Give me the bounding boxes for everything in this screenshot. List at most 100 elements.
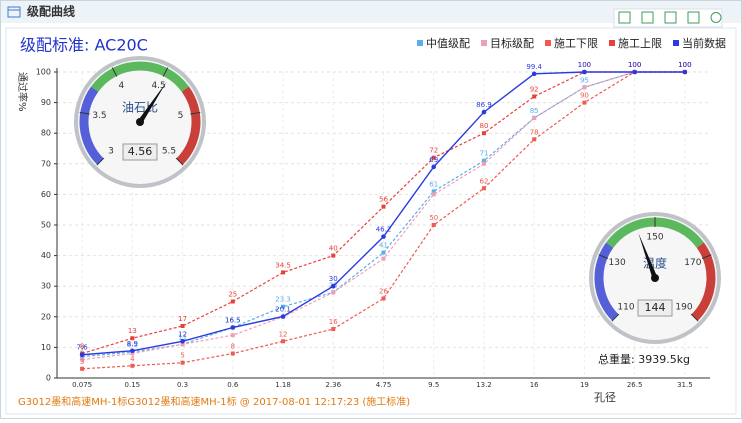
data-label: 78 [530, 128, 539, 136]
data-label: 72 [429, 147, 438, 155]
gauge-tick [598, 254, 609, 259]
y-tick-label: 80 [41, 129, 51, 138]
point [80, 357, 85, 362]
point [381, 234, 386, 239]
gauge-band [691, 242, 716, 321]
tool-settings[interactable] [710, 12, 722, 23]
point [531, 71, 537, 77]
data-label: 11 [178, 333, 187, 341]
legend-swatch [417, 40, 423, 46]
data-label: 13 [128, 327, 137, 335]
data-label: 69 [429, 156, 438, 164]
point [281, 339, 286, 344]
data-label: 56 [379, 196, 388, 204]
gauge-tick-label: 190 [675, 302, 692, 312]
point [532, 115, 537, 120]
data-label: 100 [628, 61, 641, 69]
data-label: 7 [80, 346, 84, 354]
gauge-tick [96, 157, 105, 166]
data-label: 4 [130, 355, 135, 363]
point [532, 137, 537, 142]
point [381, 204, 386, 209]
gauge-tick [79, 111, 90, 115]
gauge-tick [162, 67, 169, 77]
point [130, 351, 135, 356]
gauge-value: 144 [645, 301, 666, 314]
data-label: 23.3 [275, 296, 291, 304]
data-label: 85 [530, 107, 539, 115]
point [481, 109, 487, 115]
point [331, 290, 336, 295]
point [481, 158, 486, 163]
point [280, 314, 286, 319]
data-label: 30 [329, 275, 338, 283]
legend-swatch [673, 40, 679, 46]
tool-save[interactable] [664, 11, 677, 24]
data-label: 3 [80, 358, 84, 366]
gauge-tick-label: 3.5 [92, 111, 106, 121]
legend-label: 中值级配 [426, 37, 470, 50]
data-label: 100 [678, 61, 691, 69]
point [682, 69, 688, 75]
data-label: 17 [178, 315, 187, 323]
gauge-tick [175, 157, 184, 166]
point [180, 338, 185, 344]
data-label: 100 [628, 61, 641, 69]
x-tick-label: 2.36 [325, 381, 341, 389]
point [582, 69, 587, 75]
point [481, 186, 486, 191]
gauge-tick-label: 4.5 [151, 81, 165, 91]
point [230, 325, 236, 330]
y-tick-label: 60 [41, 190, 51, 199]
point [180, 360, 185, 365]
data-label: 8.5 [127, 341, 138, 349]
legend-swatch [481, 40, 487, 46]
point [130, 363, 135, 368]
data-label: 100 [578, 61, 591, 69]
gauge-band [176, 86, 201, 165]
point [281, 270, 286, 275]
tool-restore[interactable] [618, 11, 631, 24]
tool-export[interactable] [687, 11, 700, 24]
x-tick-label: 16 [530, 381, 539, 389]
point [381, 250, 386, 255]
gauge-tick-label: 5.5 [162, 146, 176, 156]
legend-label: 当前数据 [682, 36, 726, 50]
data-label: 34.5 [275, 261, 291, 269]
point [582, 85, 587, 90]
data-label: 80 [480, 122, 489, 130]
data-label: 5 [180, 352, 184, 360]
footer: G3012墨和高速MH-1标G3012墨和高速MH-1标 @ 2017-08-0… [18, 395, 410, 408]
data-label: 100 [628, 61, 641, 69]
point [180, 342, 185, 347]
x-tick-label: 0.15 [125, 381, 141, 389]
x-tick-label: 0.6 [227, 381, 239, 389]
point [431, 155, 436, 160]
data-label: 40 [329, 245, 338, 253]
gauge-tick-label: 130 [609, 258, 626, 268]
point [381, 296, 386, 301]
data-label: 8 [80, 343, 84, 351]
gauge-value: 4.56 [128, 145, 153, 158]
data-label: 16.5 [225, 317, 241, 325]
data-label: 7.6 [77, 344, 89, 352]
point [230, 333, 235, 338]
x-axis-label: 孔径 [594, 391, 616, 404]
data-label: 8 [231, 343, 235, 351]
x-tick-label: 13.2 [476, 381, 492, 389]
point [532, 94, 537, 99]
y-tick-label: 40 [41, 251, 51, 260]
data-label: 62 [480, 177, 489, 185]
gauge-band [79, 86, 104, 165]
data-label: 100 [678, 61, 691, 69]
point [130, 348, 135, 354]
legend-swatch [545, 40, 551, 46]
point [330, 283, 336, 289]
data-label: 100 [578, 61, 591, 69]
gauge-tick [690, 313, 699, 322]
panel-header [1, 1, 741, 23]
gauge-tick-label: 150 [646, 233, 663, 243]
data-label: 71 [480, 150, 489, 158]
tool-zoom[interactable] [641, 11, 654, 24]
